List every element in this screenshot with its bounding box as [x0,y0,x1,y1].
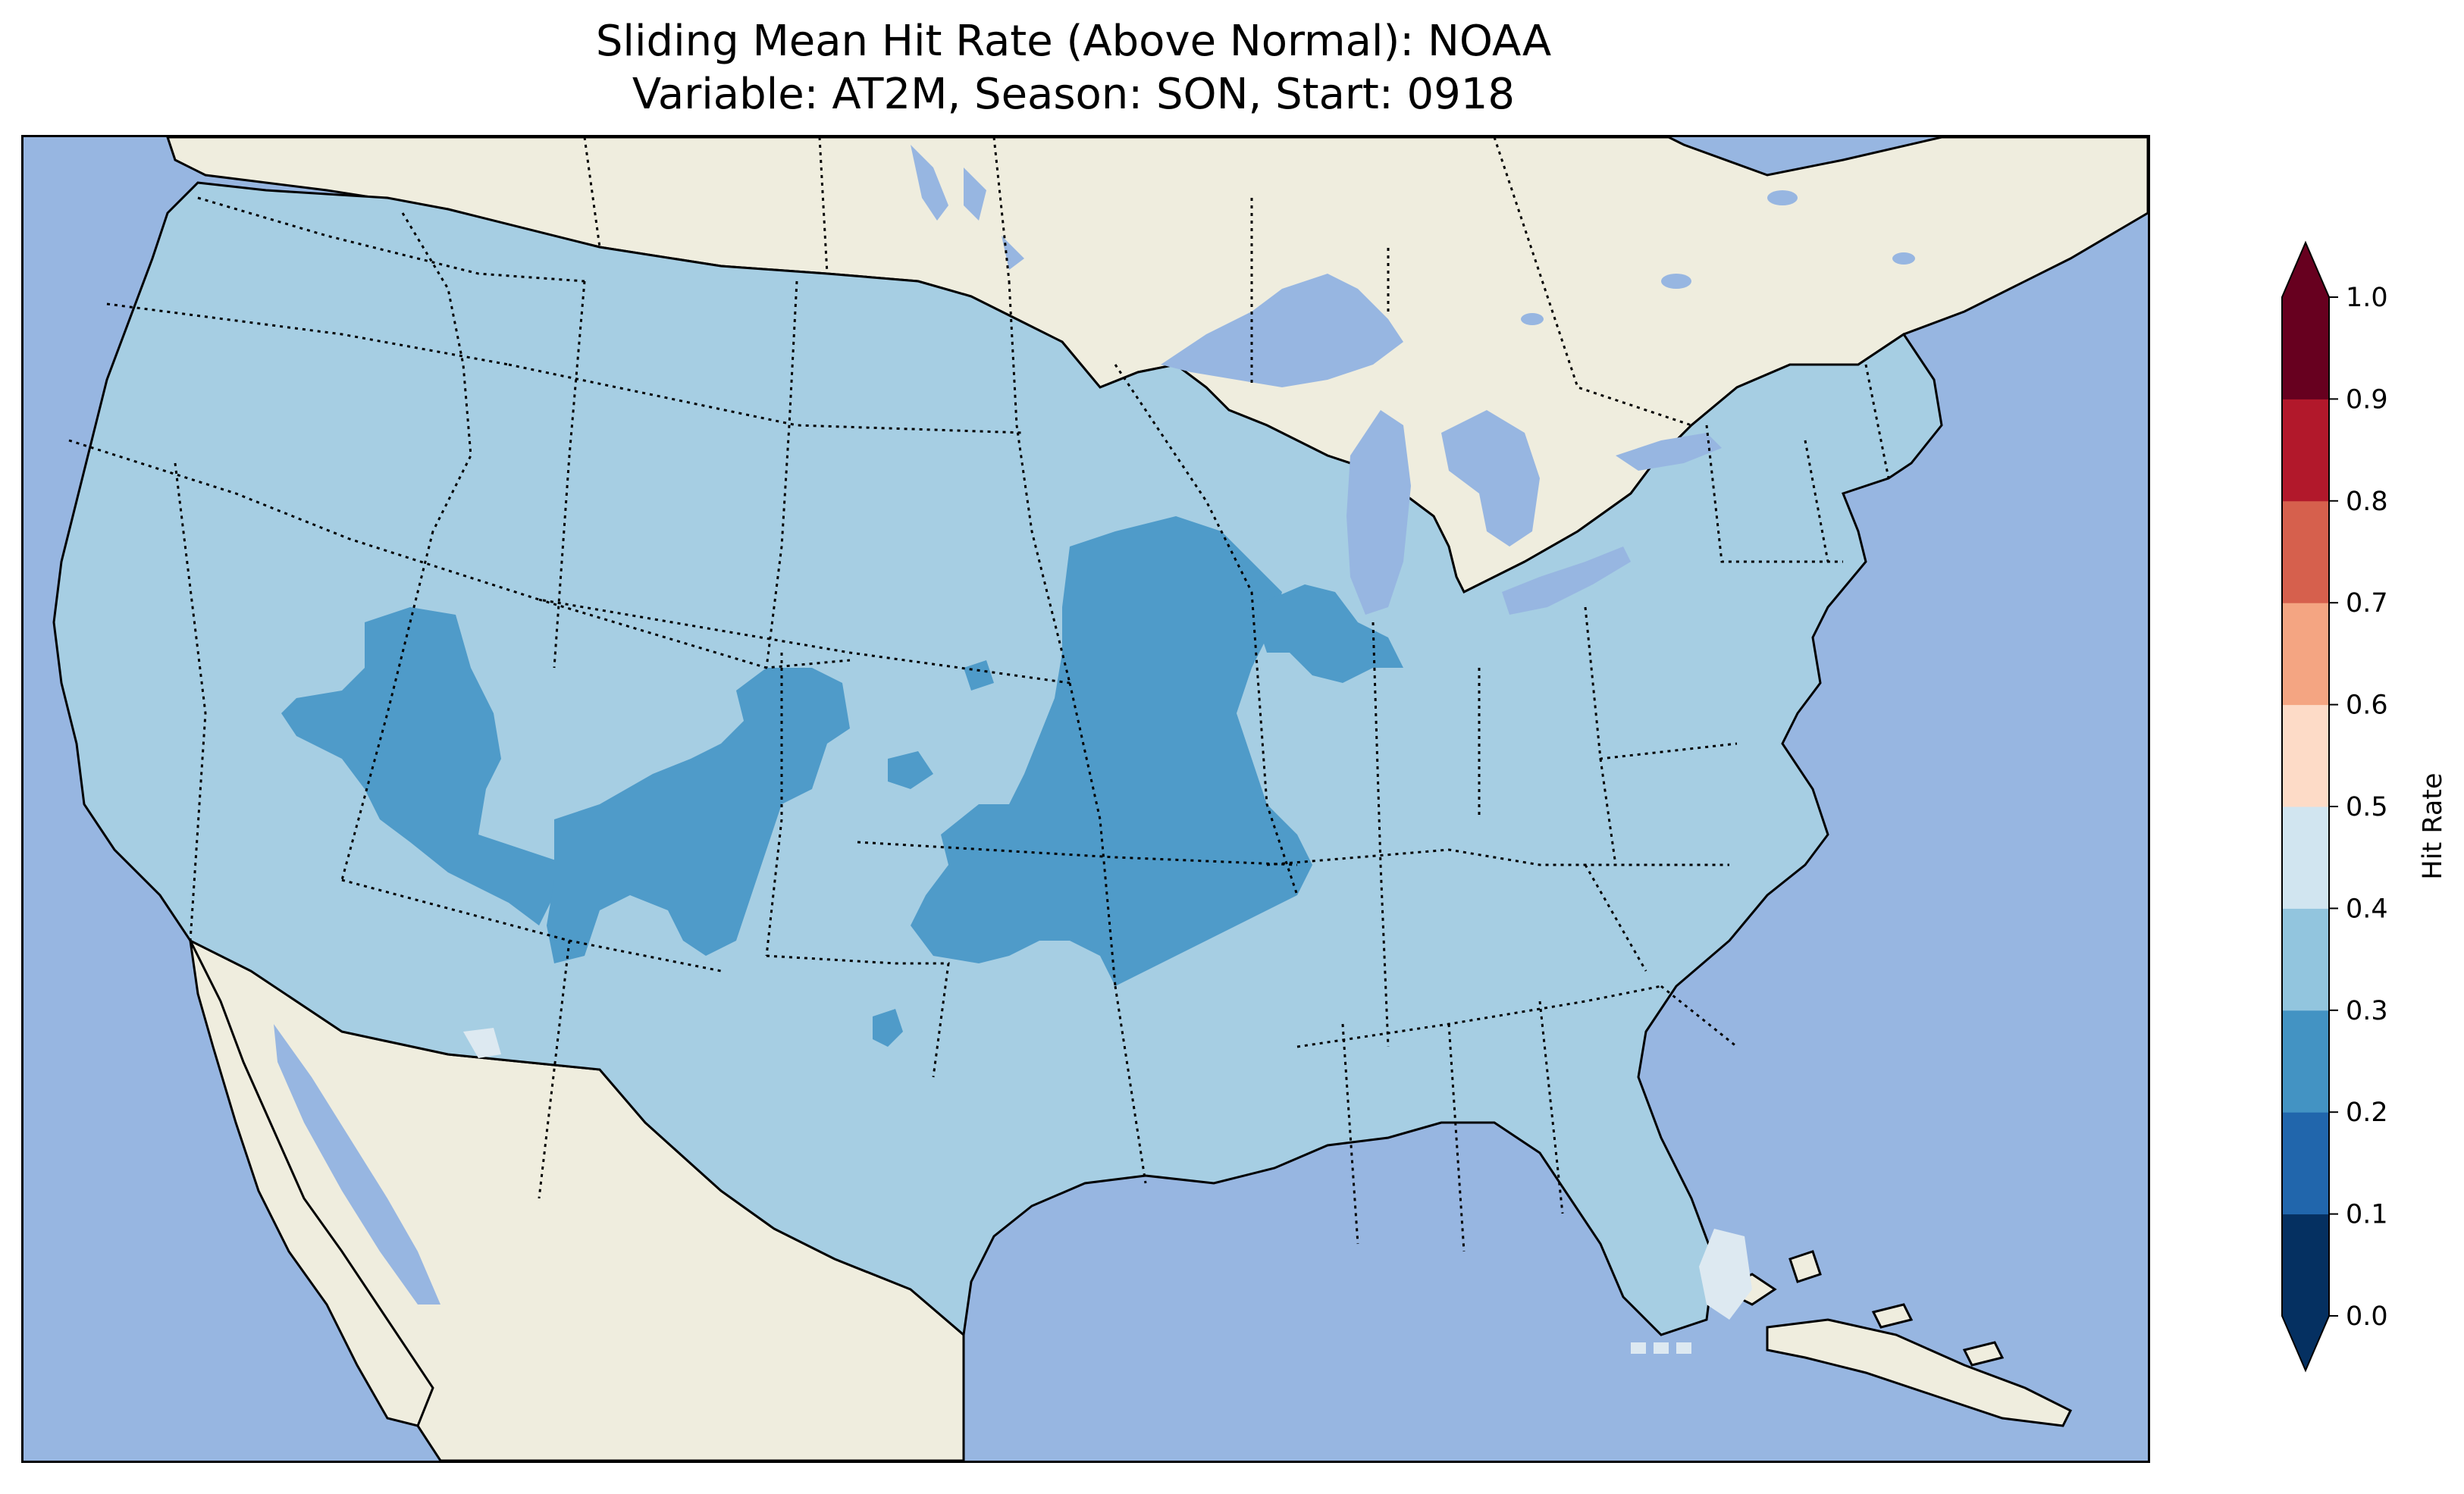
colorbar-bin [2282,807,2329,909]
colorbar-outline [2281,240,2330,1373]
lake-erie [1502,547,1631,615]
colorbar-tick-label: 0.2 [2346,1098,2388,1128]
colorbar-extend-over [2282,243,2329,297]
great-lakes [1161,274,1722,615]
colorbar-bin [2282,399,2329,502]
map-canvas [24,137,2148,1461]
region-south-florida [1699,1229,1752,1320]
region-kansas-patch [888,751,933,789]
colorbar-tick-label: 0.8 [2346,487,2388,517]
colorbar-tick-label: 0.0 [2346,1301,2388,1332]
colorbar-bin [2282,908,2329,1011]
bahamas-islands [1719,1250,2005,1367]
colorbar-bins [2281,240,2330,1373]
conus-hit-rate-0.3-0.4 [52,181,1943,1337]
colorbar-bin [2282,297,2329,399]
lake-michigan [1346,410,1411,615]
colorbar-tick-label: 1.0 [2346,283,2388,313]
colorbar-tick-label: 0.7 [2346,588,2388,619]
region-colorado-new-mexico [547,668,850,963]
lake-huron [1441,410,1540,547]
region-nebraska-patch [964,660,994,691]
cuba-island [1766,1318,2073,1427]
colorbar-tick-label: 0.4 [2346,894,2388,924]
lake-superior [1161,274,1403,387]
lake-ontario [1616,433,1722,471]
canada-lakes [911,145,1915,325]
baja-california [189,940,434,1427]
hit-rate-0.4-0.5-regions [463,1028,1752,1354]
colorbar-bin [2282,1112,2329,1215]
colorbar-label: Hit Rate [2418,772,2448,879]
map-title-line-2: Variable: AT2M, Season: SON, Start: 0918 [632,70,1516,119]
state-borders [68,137,1890,1252]
colorbar-tick-label: 0.3 [2346,996,2388,1026]
map-title-line-1: Sliding Mean Hit Rate (Above Normal): NO… [595,17,1552,66]
colorbar-bin [2282,704,2329,807]
colorbar-bin [2282,603,2329,706]
colorbar-tick-label: 0.9 [2346,384,2388,415]
colorbar-tick-label: 0.6 [2346,691,2388,721]
colorbar-tick-label: 0.1 [2346,1200,2388,1230]
region-utah-four-corners [281,607,569,926]
colorbar-bin [2282,1010,2329,1113]
region-arizona-border [463,1028,501,1058]
region-texas-patch [873,1009,903,1047]
region-kansas-missouri-iowa [911,516,1312,986]
colorbar-bin [2282,500,2329,603]
gulf-of-california [274,1024,440,1305]
colorbar-tick-label: 0.5 [2346,792,2388,822]
colorbar-ticks: 0.0 0.1 0.2 0.3 0.4 0.5 0.6 0.7 0.8 0.9 1.0 [2329,283,2388,1332]
colorbar-bin [2282,1214,2329,1317]
colorbar-extend-under [2282,1316,2329,1370]
map-panel [21,135,2150,1463]
region-illinois-indiana [1252,584,1403,683]
hit-rate-0.2-0.3-regions [281,516,1403,1047]
region-florida-keys [1631,1342,1691,1354]
